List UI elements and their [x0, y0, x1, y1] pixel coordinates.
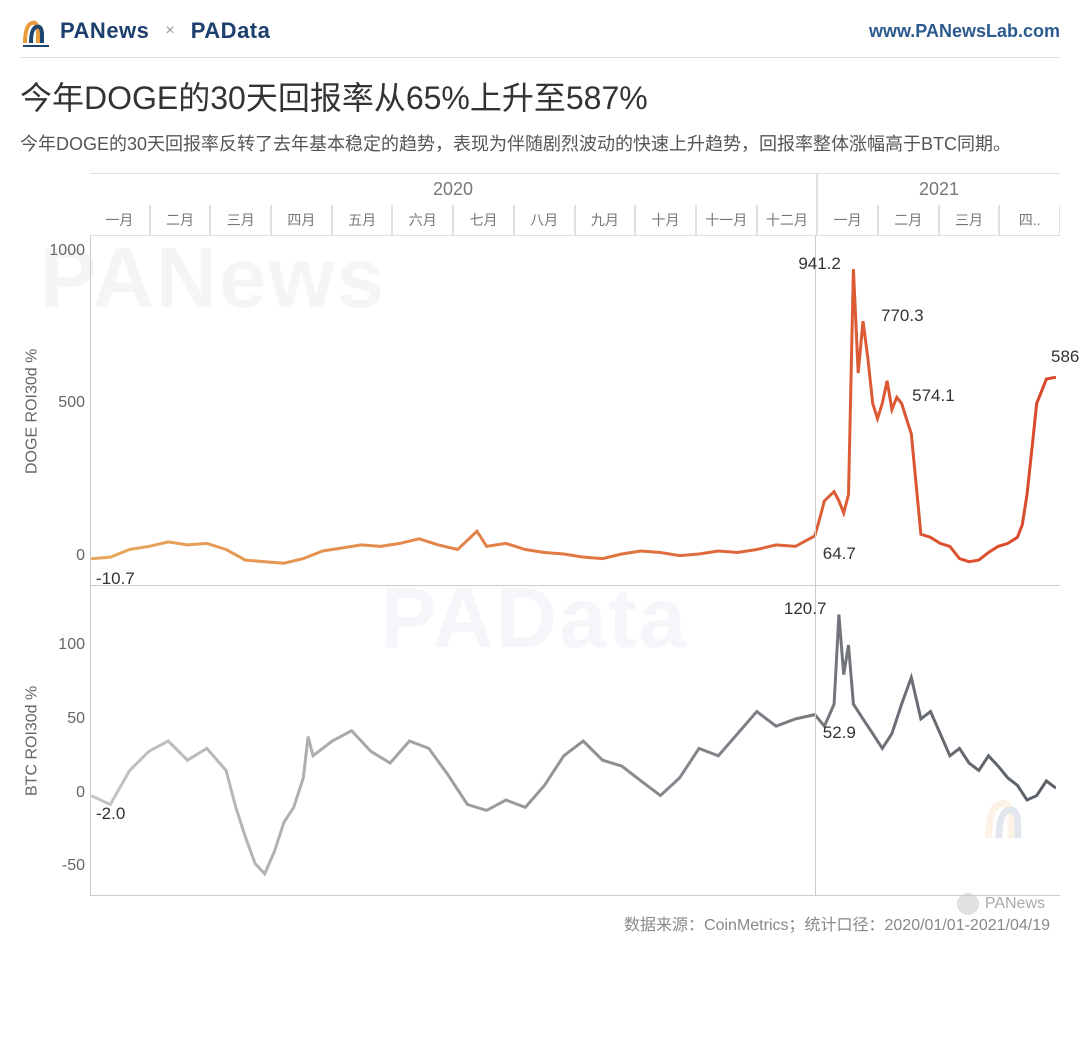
year-header: 2020 [90, 173, 817, 205]
month-header: 六月 [392, 205, 453, 235]
header: PANews × PAData www.PANewsLab.com [20, 15, 1060, 58]
logo-separator: × [165, 22, 174, 40]
ytick: 1000 [49, 242, 85, 260]
footer-mini-icon [957, 893, 979, 915]
month-header: 一月 [90, 205, 150, 235]
ytick: 0 [76, 547, 85, 565]
ytick: 0 [76, 784, 85, 802]
data-source: 数据来源：CoinMetrics；统计口径：2020/01/01-2021/04… [20, 911, 1060, 935]
annotation: 64.7 [823, 544, 856, 564]
month-header: 七月 [453, 205, 514, 235]
btc-ylabel: BTC ROI30d % [20, 586, 45, 896]
month-headers: 一月二月三月四月五月六月七月八月九月十月十一月十二月一月二月三月四.. [90, 205, 1060, 236]
footer-watermark: PANews [957, 893, 1045, 915]
logo-text-padata: PAData [191, 18, 271, 44]
footer-corner-icon [980, 790, 1035, 850]
annotation: 52.9 [823, 723, 856, 743]
month-header: 九月 [575, 205, 636, 235]
year-divider [815, 586, 816, 895]
btc-yaxis: -50 0 50 100 [45, 586, 90, 896]
annotation: 120.7 [784, 599, 827, 619]
chart-svg [91, 236, 1056, 586]
month-header: 八月 [514, 205, 575, 235]
logo-text-panews: PANews [60, 18, 149, 44]
chart-area: 20202021 一月二月三月四月五月六月七月八月九月十月十一月十二月一月二月三… [20, 173, 1060, 896]
chart-line [91, 615, 1056, 874]
month-header: 十一月 [696, 205, 757, 235]
btc-plot: -2.0 120.7 52.9 [90, 586, 1060, 896]
logo-icon [20, 15, 52, 47]
month-header: 二月 [150, 205, 211, 235]
doge-ylabel: DOGE ROI30d % [20, 236, 45, 586]
chart-title: 今年DOGE的30天回报率从65%上升至587% [20, 73, 1060, 119]
ytick: 50 [67, 710, 85, 728]
month-header: 一月 [817, 205, 878, 235]
month-header: 十二月 [757, 205, 818, 235]
month-header: 三月 [939, 205, 1000, 235]
btc-chart-panel: BTC ROI30d % -50 0 50 100 -2.0 120.7 52.9 [20, 586, 1060, 896]
month-header: 三月 [210, 205, 271, 235]
header-url: www.PANewsLab.com [869, 21, 1060, 42]
year-header: 2021 [817, 173, 1060, 205]
year-divider [815, 236, 816, 585]
annotation: 941.2 [798, 254, 841, 274]
chart-subtitle: 今年DOGE的30天回报率反转了去年基本稳定的趋势，表现为伴随剧烈波动的快速上升… [20, 131, 1060, 158]
month-header: 十月 [635, 205, 696, 235]
year-headers: 20202021 [90, 173, 1060, 205]
logo-section: PANews × PAData [20, 15, 270, 47]
doge-plot: -10.7941.2770.3574.164.7586 [90, 236, 1060, 586]
ytick: 500 [58, 394, 85, 412]
ytick: -50 [62, 857, 85, 875]
annotation: 574.1 [912, 386, 955, 406]
month-header: 四月 [271, 205, 332, 235]
month-header: 四.. [999, 205, 1060, 235]
chart-svg [91, 586, 1056, 896]
ytick: 100 [58, 636, 85, 654]
annotation: 586 [1051, 347, 1079, 367]
month-header: 五月 [332, 205, 393, 235]
doge-chart-panel: DOGE ROI30d % 05001000 -10.7941.2770.357… [20, 236, 1060, 586]
annotation: -2.0 [96, 804, 125, 824]
annotation: 770.3 [881, 306, 924, 326]
doge-yaxis: 0 500 1000 [45, 236, 90, 586]
month-header: 二月 [878, 205, 939, 235]
footer-watermark-text: PANews [985, 895, 1045, 913]
